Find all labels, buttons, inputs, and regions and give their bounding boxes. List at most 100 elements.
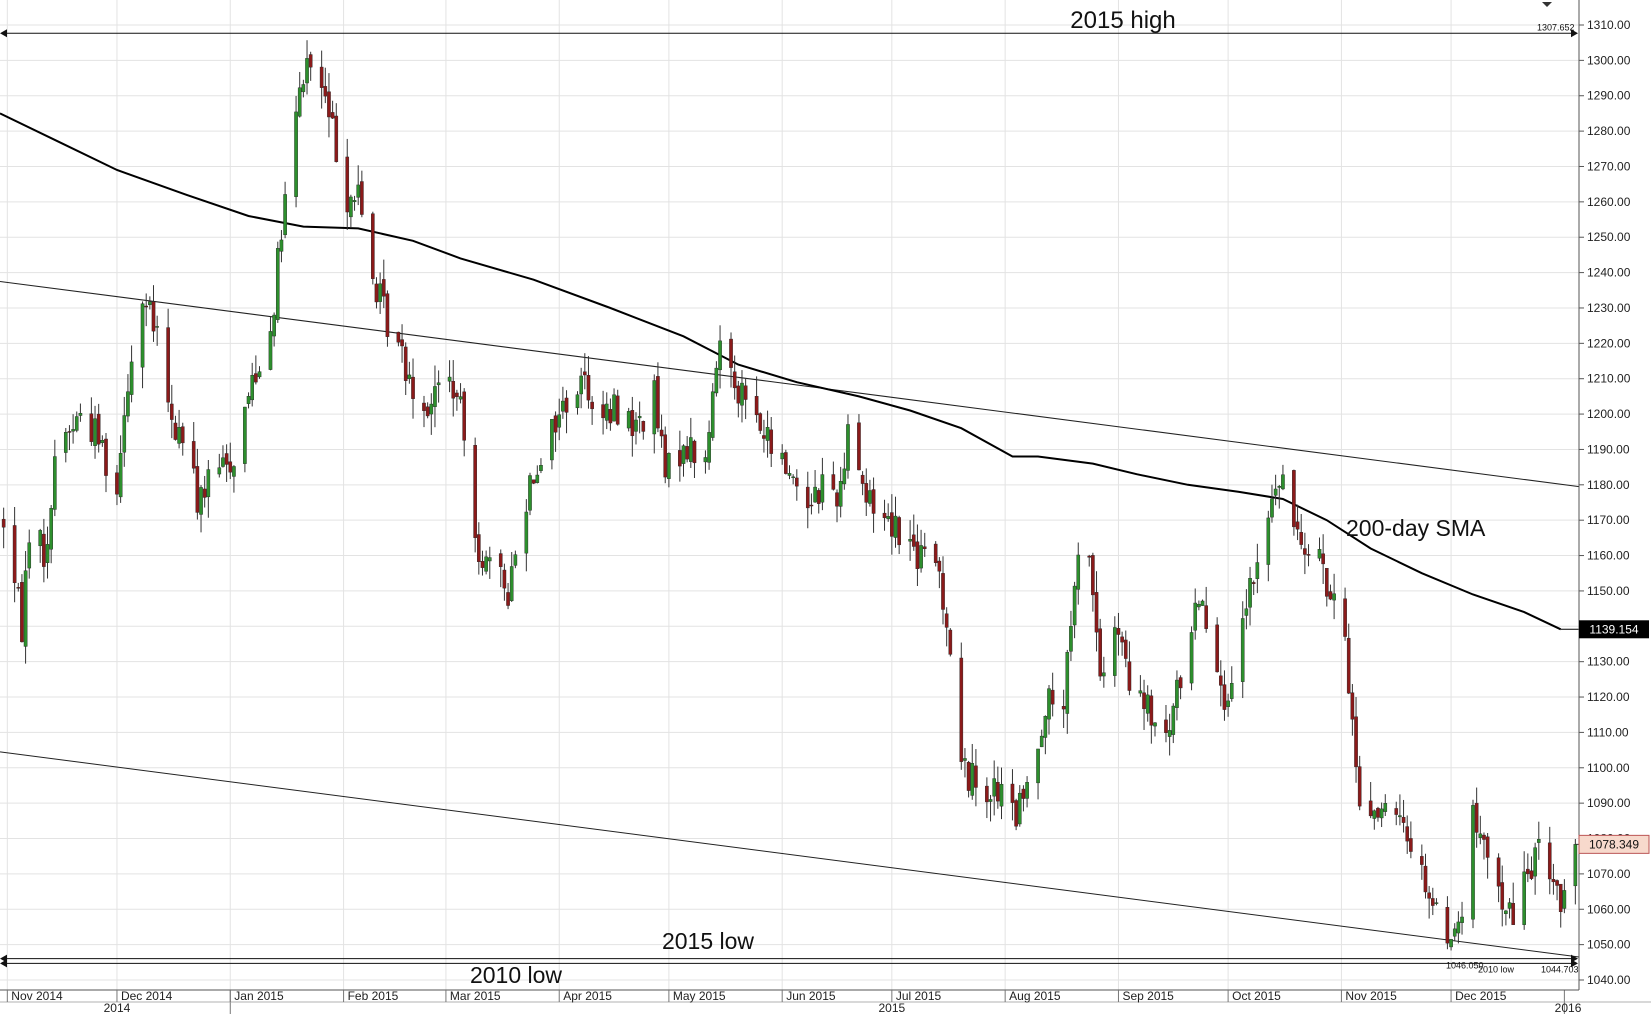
candle-body [1471,805,1475,920]
candle-body [689,437,693,462]
candle-body [963,758,967,761]
x-tick-label: Aug 2015 [1009,989,1061,1003]
candle-body [1376,807,1380,818]
candlestick-layer [1,40,1579,951]
candle-body [1153,722,1157,727]
level-value-label: 1044.703 [1541,964,1579,974]
candle-body [1189,632,1194,684]
scroll-marker-icon[interactable] [1542,2,1552,7]
candle-body [140,303,145,368]
candle-body [1167,730,1172,737]
candle-body [177,427,181,444]
candle-body [550,419,554,461]
candle-body [1427,892,1431,899]
candle-body [1248,578,1252,608]
candle-body [221,457,225,467]
candle-body [1281,474,1285,490]
candle-body [1533,847,1537,877]
candle-body [1295,521,1300,530]
level-arrow-right-icon [1571,29,1578,38]
candle-body [860,474,865,484]
candle-body [63,432,68,453]
candle-body [1266,517,1271,565]
candle-body [118,453,123,498]
candle-body [12,525,17,584]
candle-body [575,394,580,409]
candle-body [1229,683,1234,699]
candle-body [857,422,861,471]
candle-body [484,556,488,572]
x-year-label: 2015 [878,1001,905,1014]
candle-body [561,400,565,412]
annotation-2010-low: 2010 low [470,962,562,988]
candle-body [601,404,605,419]
candle-body [381,279,386,297]
candle-body [985,785,989,803]
candle-body [498,553,503,567]
x-tick-label: Feb 2015 [348,989,399,1003]
candle-body [1010,783,1015,803]
candle-body [868,490,872,504]
candle-body [1145,694,1150,714]
candle-body [718,340,722,371]
x-tick-label: Mar 2015 [450,989,501,1003]
candle-body [944,613,949,628]
candle-body [451,381,456,399]
candle-body [992,778,996,797]
x-tick-label: Nov 2015 [1345,989,1397,1003]
x-tick-label: Oct 2015 [1232,989,1281,1003]
annotation-200-day-sma: 200-day SMA [1346,515,1486,541]
candle-body [1478,833,1483,838]
candle-body [1200,600,1205,606]
sma-value-label: 1139.154 [1579,620,1649,639]
candle-body [1014,800,1018,827]
candle-body [71,429,75,432]
level-value-label: 1046.050 [1446,961,1484,971]
candle-body [743,385,748,400]
candle-body [1405,826,1410,842]
candle-body [915,541,920,570]
sma-value-label-bg [1579,620,1649,639]
candle-body [38,530,43,547]
candle-body [999,783,1004,807]
candle-body [319,66,324,88]
grid-layer [0,0,1579,990]
candle-body [422,402,426,411]
candle-body [893,515,898,538]
trendline-layer [0,280,1580,958]
candle-body [1346,637,1351,694]
candle-body [323,86,328,97]
candle-body [1332,593,1336,601]
candle-body [1116,628,1121,635]
x-tick-label: Jul 2015 [896,989,942,1003]
candle-body [502,569,507,589]
candle-body [104,438,108,476]
y-tick-label: 1150.00 [1587,584,1630,598]
candle-body [232,466,236,477]
candle-body [455,392,459,397]
candle-body [1204,605,1208,629]
sma-line [0,112,1562,631]
candle-body [524,511,529,554]
candle-body [1460,916,1464,923]
candle-body [612,394,616,422]
candle-body [308,54,313,68]
candle-body [1171,705,1176,735]
candle-body [864,483,869,503]
candle-body [626,411,631,429]
candle-body [1178,677,1183,689]
x-year-label: 2016 [1555,1001,1582,1014]
trendline [0,280,1580,488]
y-tick-label: 1300.00 [1587,53,1631,67]
candle-body [1350,692,1355,720]
candle-body [1,518,6,528]
candle-body [1222,684,1227,710]
level-layer: 1307.652 1046.050 1044.703 2010 low [0,22,1579,974]
x-tick-label: Sep 2015 [1122,989,1174,1003]
candle-body [1507,902,1512,909]
candle-body [89,413,94,442]
y-tick-label: 1070.00 [1587,867,1631,881]
candle-body [506,592,510,606]
candle-body [16,587,21,589]
